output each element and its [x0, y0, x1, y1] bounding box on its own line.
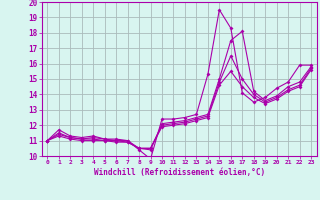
- X-axis label: Windchill (Refroidissement éolien,°C): Windchill (Refroidissement éolien,°C): [94, 168, 265, 177]
